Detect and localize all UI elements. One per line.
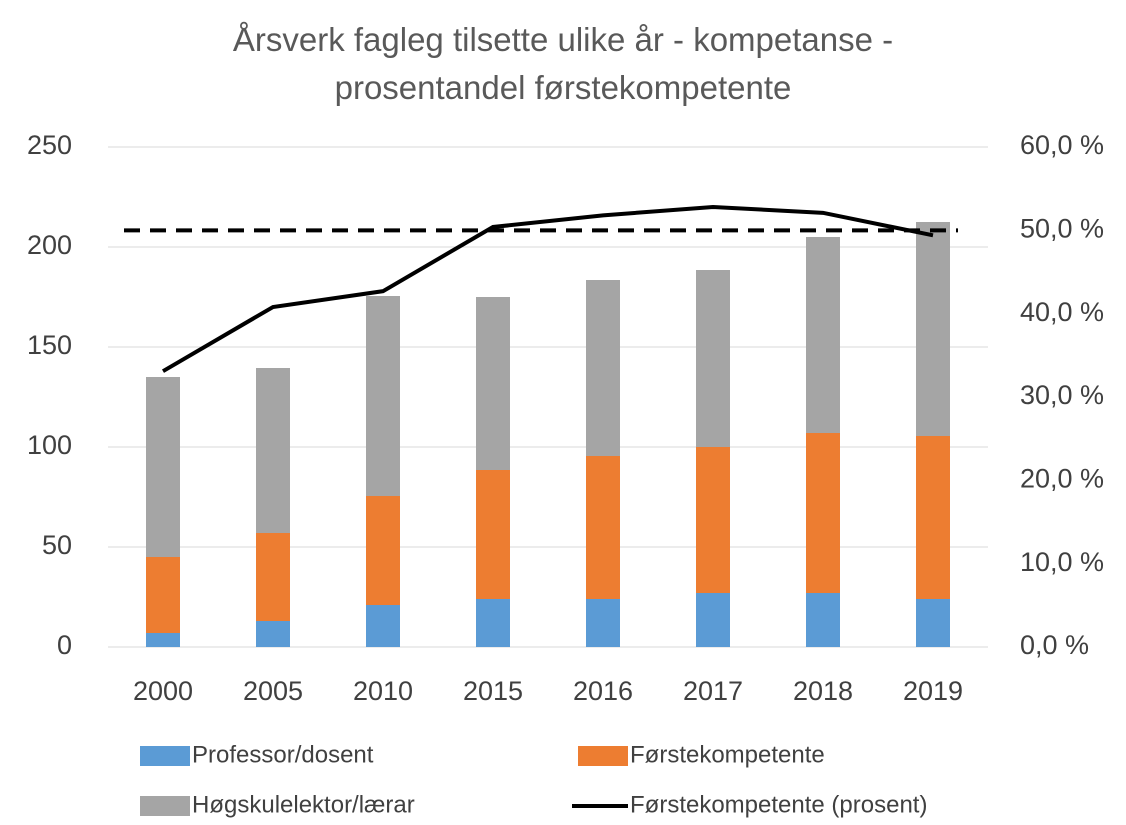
bar (366, 296, 400, 496)
y2-tick-label: 0,0 % (1020, 630, 1089, 660)
y-tick-label: 150 (27, 330, 72, 360)
bar (586, 456, 620, 599)
bar (146, 377, 180, 557)
legend-label: Professor/dosent (192, 741, 374, 768)
x-tick-label: 2000 (133, 676, 193, 706)
y-tick-label: 250 (27, 130, 72, 160)
y2-tick-label: 50,0 % (1020, 213, 1104, 243)
bar (806, 237, 840, 433)
x-tick-label: 2005 (243, 676, 303, 706)
x-tick-label: 2017 (683, 676, 743, 706)
chart-title: Årsverk fagleg tilsette ulike år - kompe… (232, 21, 894, 106)
bar (586, 280, 620, 456)
bar (366, 605, 400, 647)
y-tick-label: 50 (42, 530, 72, 560)
bar (696, 270, 730, 447)
bar (476, 297, 510, 470)
y2-tick-label: 10,0 % (1020, 547, 1104, 577)
bar (146, 557, 180, 633)
y-tick-label: 100 (27, 430, 72, 460)
bar (366, 496, 400, 605)
x-tick-label: 2015 (463, 676, 523, 706)
bar (146, 633, 180, 647)
bar (586, 599, 620, 647)
x-tick-label: 2018 (793, 676, 853, 706)
bar (916, 436, 950, 599)
legend-swatch (578, 746, 628, 766)
bar (696, 447, 730, 593)
bar (476, 470, 510, 599)
legend-label: Førstekompetente (prosent) (630, 791, 927, 818)
legend-swatch (140, 796, 190, 816)
y2-tick-label: 60,0 % (1020, 130, 1104, 160)
y2-tick-label: 30,0 % (1020, 380, 1104, 410)
legend-label: Høgskulelektor/lærar (192, 791, 415, 818)
bar (916, 599, 950, 647)
legend-label: Førstekompetente (630, 741, 825, 768)
bar (256, 621, 290, 647)
bar (256, 368, 290, 533)
y-tick-label: 200 (27, 230, 72, 260)
y2-tick-label: 40,0 % (1020, 297, 1104, 327)
bar (256, 533, 290, 621)
bar (806, 593, 840, 647)
bar (476, 599, 510, 647)
y2-tick-label: 20,0 % (1020, 463, 1104, 493)
y-tick-label: 0 (57, 630, 72, 660)
x-tick-label: 2016 (573, 676, 633, 706)
bar (696, 593, 730, 647)
x-tick-label: 2010 (353, 676, 413, 706)
legend-swatch (140, 746, 190, 766)
x-tick-label: 2019 (903, 676, 963, 706)
line (161, 204, 934, 373)
bar (916, 222, 950, 436)
bar (806, 433, 840, 593)
